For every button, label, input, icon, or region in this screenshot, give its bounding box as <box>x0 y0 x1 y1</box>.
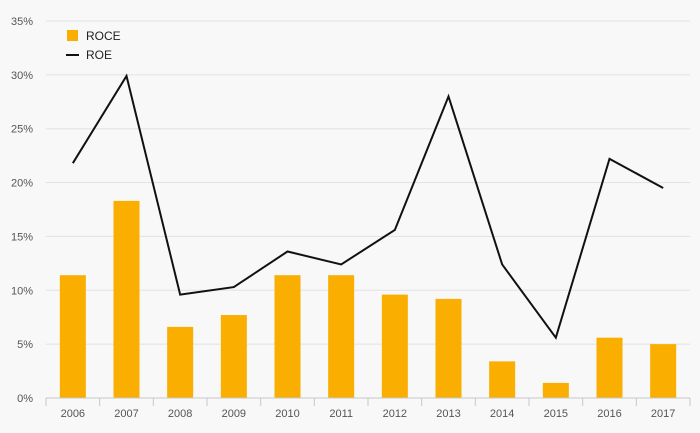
bar-roce <box>596 337 623 398</box>
legend-label-roce[interactable]: ROCE <box>86 29 121 43</box>
line-series-roe <box>71 73 664 340</box>
y-tick-label: 0% <box>17 393 33 405</box>
line-roe <box>71 73 664 340</box>
gridlines <box>46 20 690 345</box>
y-tick-label: 25% <box>11 124 33 136</box>
bar-roce <box>650 344 677 398</box>
y-tick-label: 10% <box>11 285 33 297</box>
bar-roce <box>328 275 355 398</box>
bar-roce <box>220 315 247 398</box>
x-tick-label: 2012 <box>383 408 407 420</box>
y-tick-label: 5% <box>17 339 33 351</box>
y-tick-label: 35% <box>11 16 33 28</box>
y-tick-label: 30% <box>11 70 33 82</box>
x-tick-label: 2016 <box>597 408 621 420</box>
bar-roce <box>274 275 301 398</box>
x-tick-label: 2015 <box>544 408 568 420</box>
bar-roce <box>381 294 408 398</box>
axes: 0% 5% 10% 15% 20% 25% 30% 35% 2006 2007 2008 2009 20… <box>11 16 691 420</box>
x-tick-label: 2009 <box>222 408 246 420</box>
x-tick-label: 2006 <box>61 408 85 420</box>
legend: ROCE ROE <box>66 29 121 62</box>
y-tick-label: 15% <box>11 231 33 243</box>
x-tick-label: 2008 <box>168 408 192 420</box>
x-tick-label: 2011 <box>329 408 353 420</box>
x-tick-label: 2017 <box>651 408 675 420</box>
legend-swatch-roce <box>67 30 78 41</box>
y-tick-label: 20% <box>11 178 33 190</box>
bar-roce <box>113 200 140 398</box>
bar-series-roce <box>59 200 677 398</box>
x-tick-label: 2014 <box>490 408 514 420</box>
bar-roce <box>489 361 516 398</box>
bar-roce <box>167 326 194 398</box>
legend-label-roe[interactable]: ROE <box>86 48 112 62</box>
bar-roce <box>435 298 462 398</box>
x-tick-label: 2010 <box>275 408 299 420</box>
x-tick-label: 2007 <box>114 408 138 420</box>
x-tick-label: 2013 <box>436 408 460 420</box>
bar-roce <box>59 275 86 398</box>
bar-roce <box>542 382 569 398</box>
